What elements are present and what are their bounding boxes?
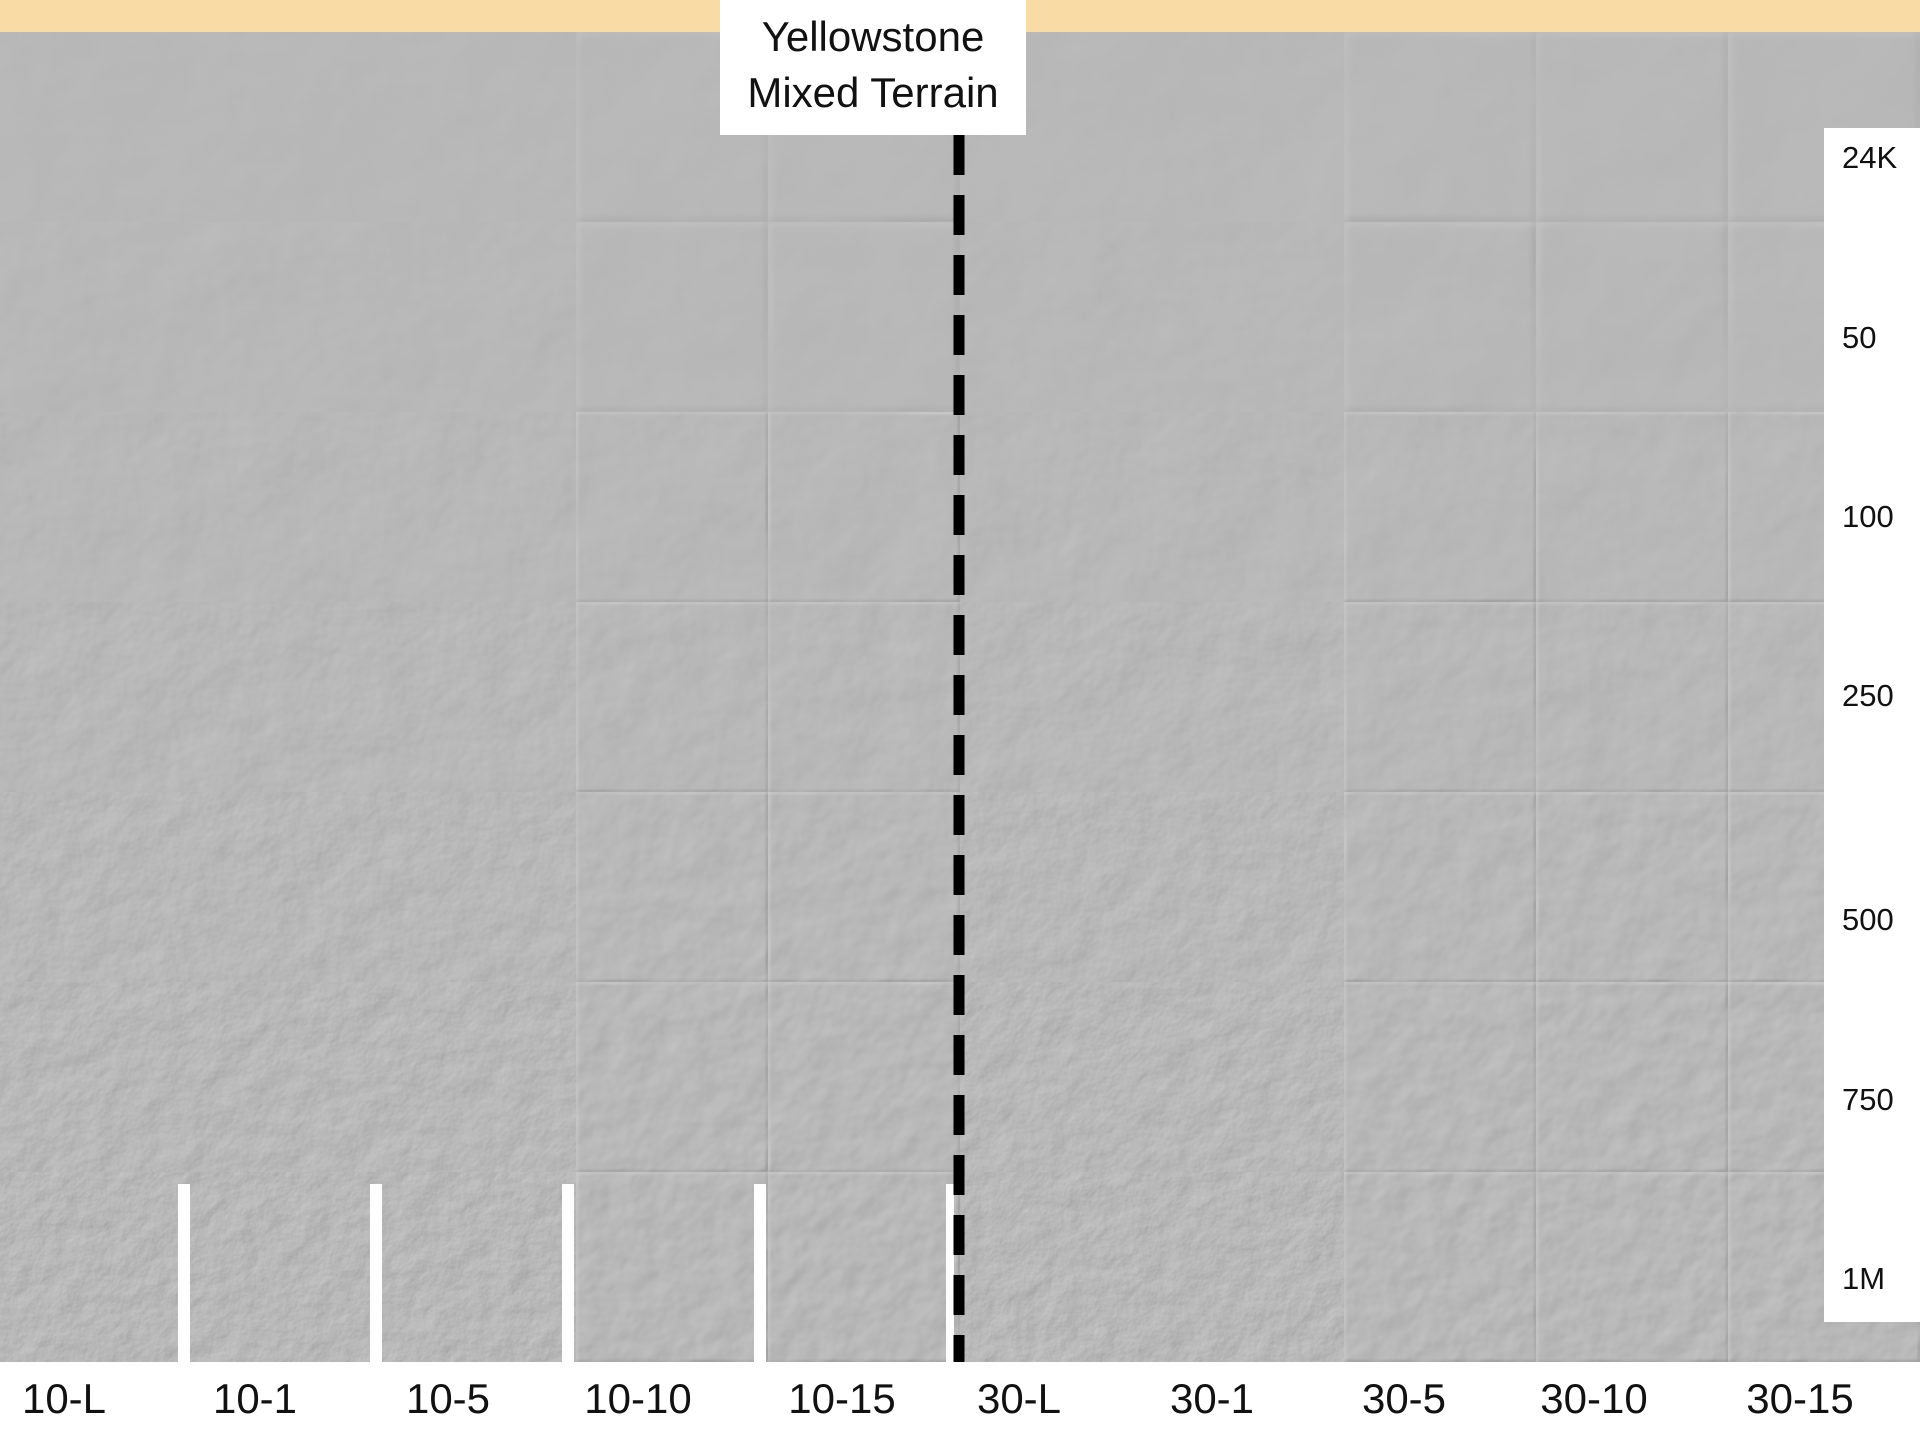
hillshade-tile (768, 602, 960, 792)
row-label: 100 (1842, 499, 1894, 534)
slide: 24K 50 100 250 500 750 1M Yellowstone Mixed Te… (0, 0, 1920, 1440)
hillshade-tile (768, 412, 960, 602)
hillshade-tile (192, 602, 384, 792)
hillshade-tile (1344, 602, 1536, 792)
hillshade-tile (960, 1172, 1152, 1362)
hillshade-tile (384, 792, 576, 982)
hillshade-tile (1536, 982, 1728, 1172)
title-line: Yellowstone (762, 13, 985, 60)
hillshade-tile (1152, 982, 1344, 1172)
gap (754, 1184, 766, 1362)
hillshade-tile (384, 412, 576, 602)
column-label: 30-10 (1540, 1375, 1647, 1422)
hillshade-tile (1344, 982, 1536, 1172)
hillshade-tile (1152, 222, 1344, 412)
column-label: 10-5 (406, 1375, 490, 1422)
hillshade-tile (960, 792, 1152, 982)
hillshade-tile (1536, 412, 1728, 602)
hillshade-tile (576, 792, 768, 982)
hillshade-tile (192, 412, 384, 602)
hillshade-tile (384, 222, 576, 412)
hillshade-tile (384, 1172, 576, 1362)
hillshade-tile (576, 222, 768, 412)
column-label: 10-10 (584, 1375, 691, 1422)
column-label: 30-1 (1170, 1375, 1254, 1422)
hillshade-tile (768, 792, 960, 982)
hillshade-tile (960, 982, 1152, 1172)
gap (562, 1184, 574, 1362)
row-label: 750 (1842, 1082, 1894, 1117)
hillshade-tile (1344, 792, 1536, 982)
hillshade-tile (768, 982, 960, 1172)
row-label: 24K (1842, 140, 1897, 175)
hillshade-tile (960, 412, 1152, 602)
hillshade-tile (576, 1172, 768, 1362)
hillshade-tile (1536, 792, 1728, 982)
gap (946, 1184, 954, 1362)
hillshade-tile (0, 602, 192, 792)
hillshade-tile (0, 412, 192, 602)
row-label-panel (1824, 128, 1920, 1322)
hillshade-tile (192, 1172, 384, 1362)
column-label: 10-15 (788, 1375, 895, 1422)
hillshade-tile (960, 222, 1152, 412)
row-label: 1M (1842, 1261, 1885, 1296)
hillshade-tile (1536, 32, 1728, 222)
hillshade-tile (1344, 1172, 1536, 1362)
hillshade-tile (384, 982, 576, 1172)
row-label: 500 (1842, 902, 1894, 937)
hillshade-tile (0, 792, 192, 982)
hillshade-tile (576, 602, 768, 792)
hillshade-tile (192, 792, 384, 982)
title-line: Mixed Terrain (747, 69, 998, 116)
hillshade-tile (768, 222, 960, 412)
hillshade-tile (1152, 1172, 1344, 1362)
hillshade-tile (192, 222, 384, 412)
hillshade-tile (1536, 1172, 1728, 1362)
column-label: 10-L (22, 1375, 106, 1422)
hillshade-tile (1344, 32, 1536, 222)
hillshade-tile (1344, 222, 1536, 412)
hillshade-tile (0, 982, 192, 1172)
column-label: 30-5 (1362, 1375, 1446, 1422)
hillshade-tile (1152, 412, 1344, 602)
gap (178, 1184, 190, 1362)
hillshade-tile (192, 32, 384, 222)
hillshade-tile (1152, 32, 1344, 222)
hillshade-tile (1344, 412, 1536, 602)
hillshade-tile (1536, 222, 1728, 412)
hillshade-tile (0, 1172, 192, 1362)
hillshade-tile (0, 32, 192, 222)
hillshade-tile (1152, 792, 1344, 982)
hillshade-tile (1536, 602, 1728, 792)
hillshade-tile (384, 32, 576, 222)
row-label: 50 (1842, 320, 1876, 355)
gap (370, 1184, 382, 1362)
hillshade-tile (576, 982, 768, 1172)
row-label: 250 (1842, 678, 1894, 713)
hillshade-tile (0, 222, 192, 412)
hillshade-tile (768, 1172, 960, 1362)
hillshade-tile (1152, 602, 1344, 792)
column-label: 30-15 (1746, 1375, 1853, 1422)
column-label: 10-1 (213, 1375, 297, 1422)
column-label: 30-L (977, 1375, 1061, 1422)
hillshade-tile (960, 602, 1152, 792)
hillshade-tile (192, 982, 384, 1172)
hillshade-tile (576, 412, 768, 602)
hillshade-tile (384, 602, 576, 792)
column-labels: 10-L 10-1 10-5 10-10 10-15 30-L 30-1 30-5 30-10 3… (22, 1375, 1854, 1422)
